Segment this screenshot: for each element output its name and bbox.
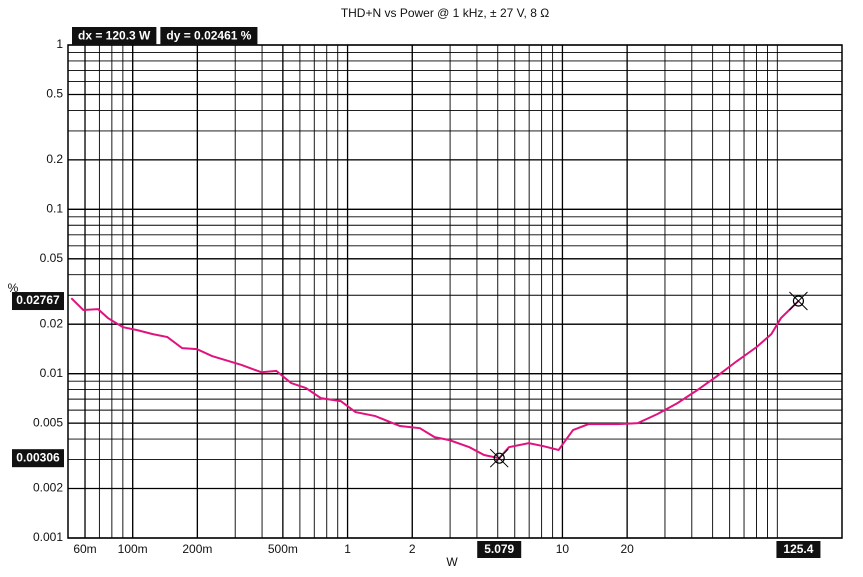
cursor-x-box bbox=[477, 541, 522, 558]
readout: dx = 120.3 W bbox=[72, 27, 157, 45]
cursor-marker bbox=[792, 295, 805, 307]
cursor-cross bbox=[789, 291, 808, 311]
cursor-marker bbox=[493, 452, 505, 464]
y-tick-label: 0.01 bbox=[40, 366, 64, 380]
readout: dy = 0.02461 % bbox=[160, 27, 258, 45]
x-tick-label: 500m bbox=[268, 542, 298, 556]
x-axis-label: W bbox=[446, 555, 458, 569]
readout-box bbox=[72, 27, 157, 45]
x-tick-label: 1 bbox=[344, 542, 351, 556]
grid bbox=[67, 44, 843, 539]
y-tick-label: 0.5 bbox=[46, 87, 63, 101]
y-tick-label: 1 bbox=[56, 37, 63, 51]
cursor-x-box bbox=[776, 541, 821, 558]
x-tick-label: 2 bbox=[409, 542, 416, 556]
cursor-cross bbox=[489, 448, 509, 468]
x-tick-label: 60m bbox=[73, 542, 96, 556]
readout-text: dy = 0.02461 % bbox=[166, 29, 251, 43]
y-tick-label: 0.05 bbox=[40, 251, 64, 265]
x-tick-label: 100m bbox=[118, 542, 148, 556]
cursor-y-box bbox=[12, 449, 64, 468]
cursor-x-label: 125.4 bbox=[783, 542, 813, 556]
y-tick-label: 0.1 bbox=[46, 202, 63, 216]
data-line bbox=[70, 297, 800, 460]
y-tick-label: 0.001 bbox=[33, 530, 63, 544]
readout-box bbox=[160, 27, 258, 45]
y-tick-label: 0.2 bbox=[46, 152, 63, 166]
x-tick-label: 10 bbox=[556, 542, 570, 556]
x-tick-label: 20 bbox=[620, 542, 634, 556]
y-tick-label: 0.005 bbox=[33, 415, 63, 429]
cursor-y-label: 0.02767 bbox=[16, 293, 60, 307]
cursor-y-label: 0.00306 bbox=[16, 450, 60, 464]
cursor-y-box bbox=[12, 292, 64, 311]
chart-title: THD+N vs Power @ 1 kHz, ± 27 V, 8 Ω bbox=[341, 6, 549, 20]
y-tick-label: 0.02 bbox=[40, 316, 64, 330]
plot-frame bbox=[67, 44, 843, 539]
x-tick-label: 200m bbox=[182, 542, 212, 556]
y-tick-label: 0.002 bbox=[33, 481, 63, 495]
y-axis-label: % bbox=[8, 281, 19, 295]
cursor-x-label: 5.079 bbox=[484, 542, 514, 556]
readout-text: dx = 120.3 W bbox=[78, 29, 151, 43]
